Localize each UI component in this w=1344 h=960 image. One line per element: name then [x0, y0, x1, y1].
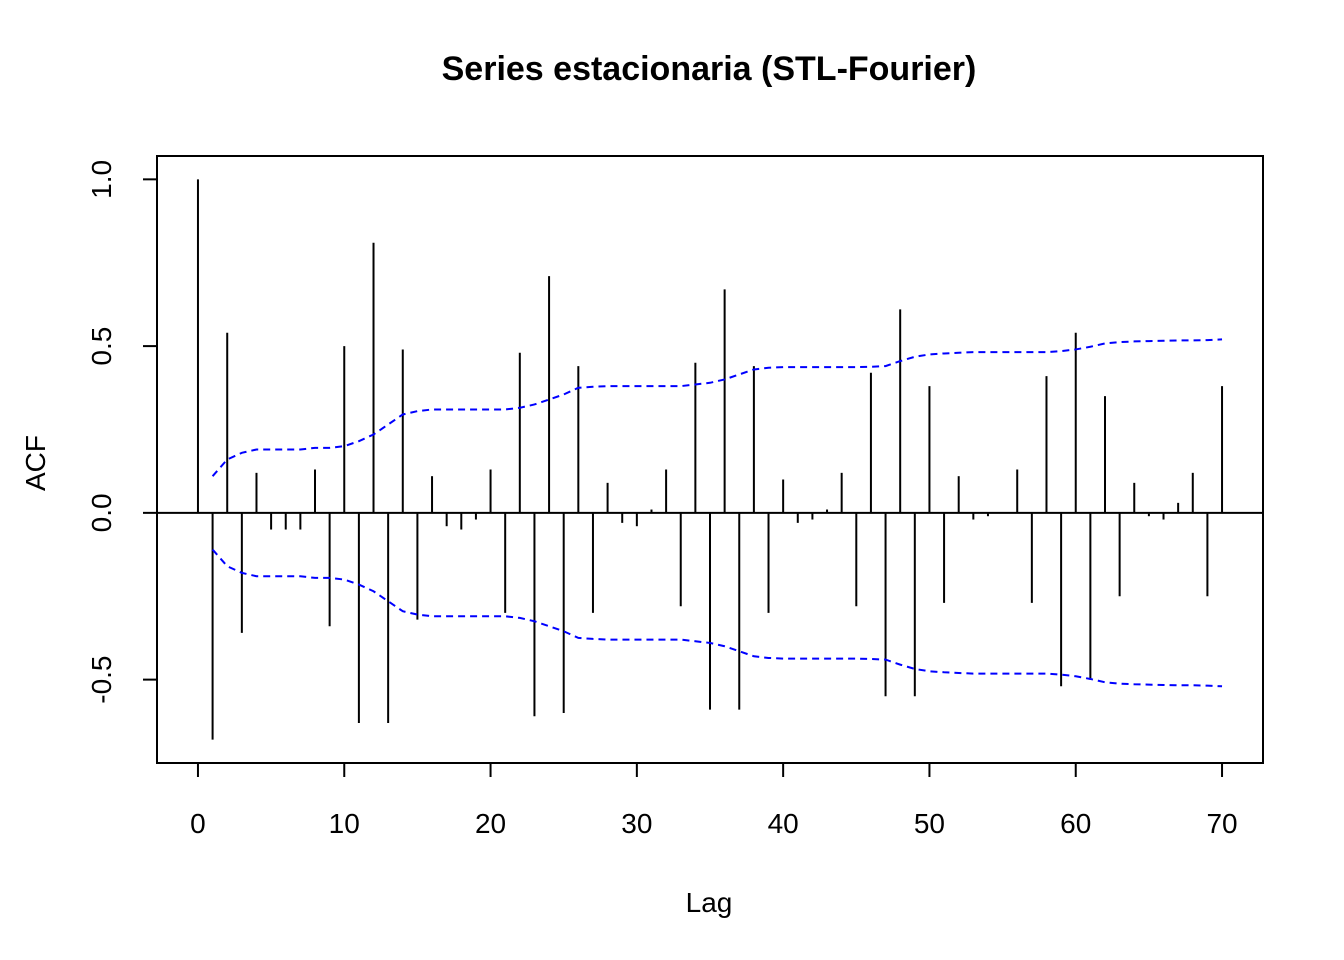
x-tick-label: 0 [190, 808, 206, 839]
x-tick-label: 50 [914, 808, 945, 839]
x-tick-label: 60 [1060, 808, 1091, 839]
y-tick-label: 0.5 [86, 327, 117, 366]
y-tick-label: 1.0 [86, 160, 117, 199]
x-tick-label: 70 [1206, 808, 1237, 839]
confidence-band [211, 338, 1223, 688]
acf-bars [196, 179, 1224, 740]
x-tick-label: 40 [768, 808, 799, 839]
confidence-band-upper [211, 338, 1223, 477]
x-tick-label: 30 [621, 808, 652, 839]
chart-title: Series estacionaria (STL-Fourier) [442, 50, 977, 88]
confidence-band-lower [211, 548, 1223, 688]
y-tick-label: 0.0 [86, 493, 117, 532]
y-axis-title: ACF [20, 435, 51, 491]
y-axis: -0.5 0.0 0.5 1.0 [86, 160, 158, 704]
x-axis: 0 10 20 30 40 50 60 70 [190, 762, 1238, 839]
x-tick-label: 20 [475, 808, 506, 839]
y-tick-label: -0.5 [86, 655, 117, 703]
x-axis-title: Lag [686, 887, 733, 918]
x-tick-label: 10 [329, 808, 360, 839]
